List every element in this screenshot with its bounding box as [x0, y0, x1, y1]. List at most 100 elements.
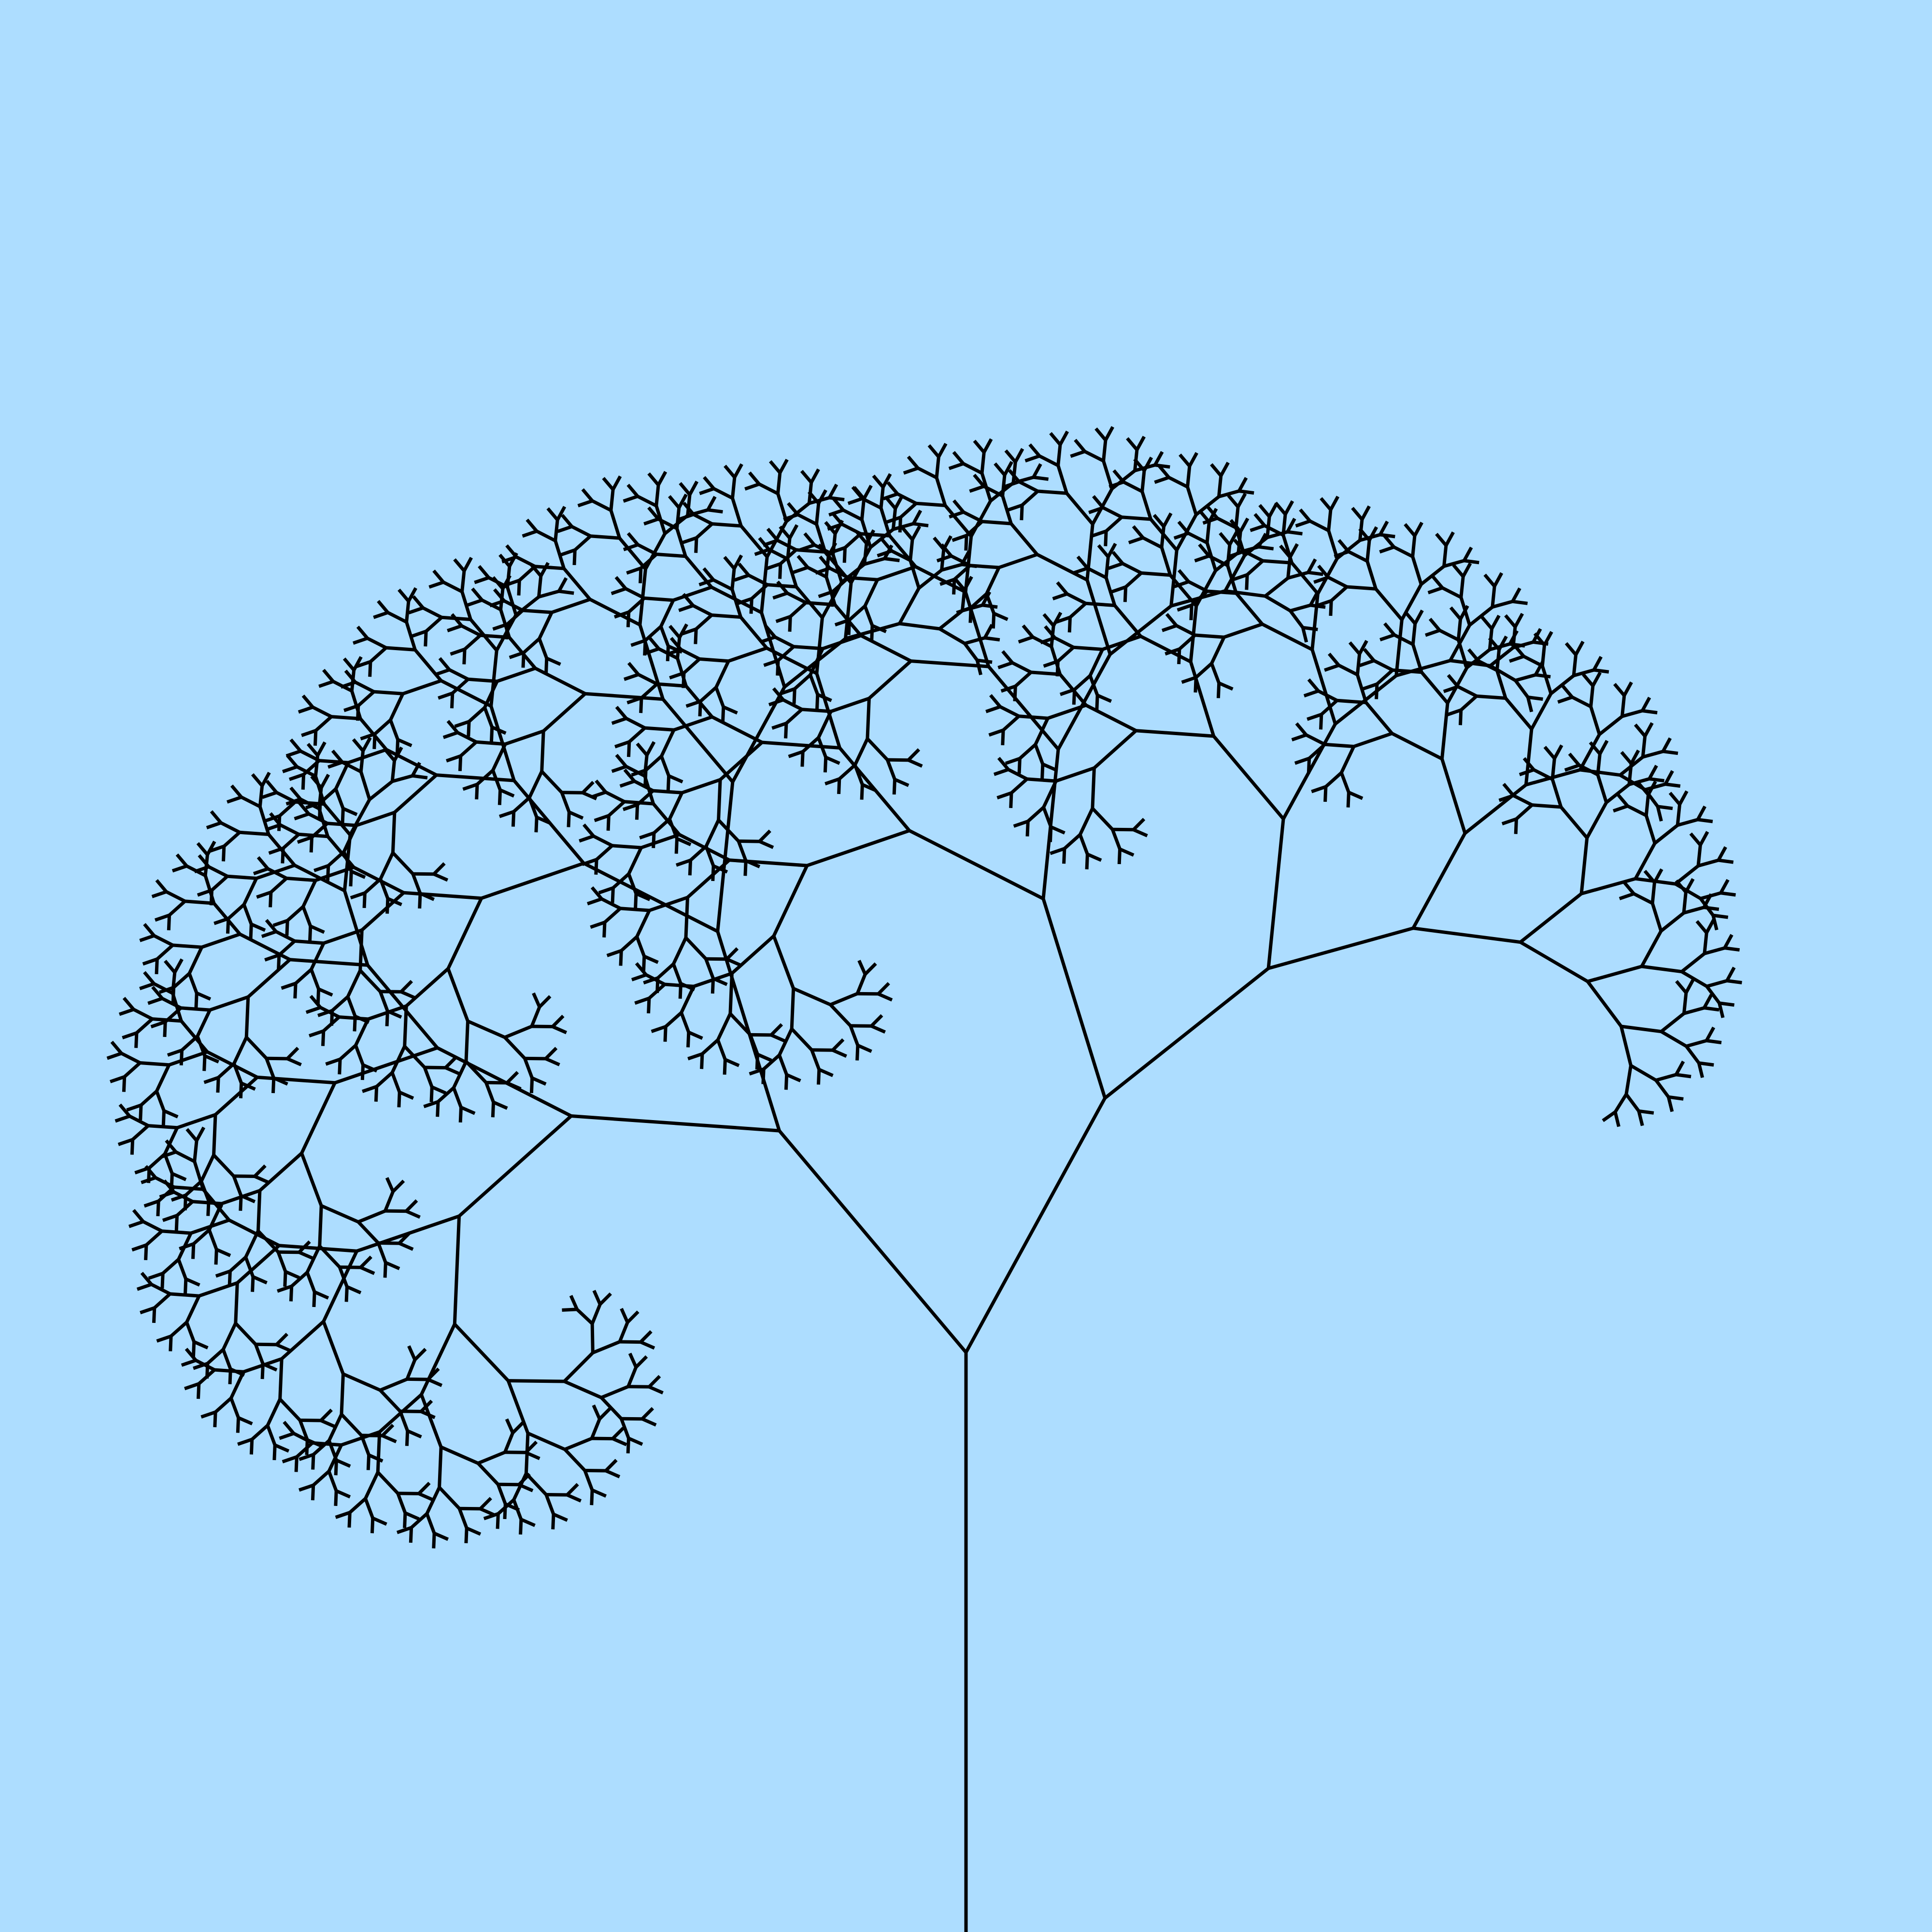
- branch-segment: [1056, 581, 1068, 595]
- branch-segment: [1718, 1002, 1725, 1018]
- branch-segment: [938, 627, 966, 645]
- branch-segment: [211, 875, 229, 892]
- branch-segment: [258, 785, 264, 807]
- branch-segment: [1286, 518, 1296, 533]
- branch-segment: [730, 568, 736, 590]
- branch-segment: [1512, 643, 1525, 658]
- branch-segment: [185, 1321, 196, 1343]
- branch-segment: [403, 1045, 426, 1069]
- branch-segment: [1237, 477, 1248, 492]
- branch-segment: [276, 1251, 287, 1273]
- branch-segment: [898, 587, 921, 625]
- branch-segment: [1181, 676, 1197, 684]
- branch-segment: [917, 467, 938, 480]
- branch-segment: [554, 540, 566, 569]
- branch-segment: [1533, 768, 1553, 781]
- branch-segment: [1427, 586, 1443, 595]
- branch-segment: [170, 1193, 186, 1202]
- branch-segment: [1535, 673, 1551, 679]
- branch-segment: [772, 591, 788, 600]
- branch-segment: [1055, 615, 1071, 624]
- branch-segment: [1404, 523, 1416, 537]
- branch-segment: [1634, 842, 1657, 880]
- branch-segment: [733, 463, 743, 478]
- branch-segment: [462, 782, 478, 791]
- branch-segment: [1624, 1065, 1633, 1095]
- branch-segment: [377, 600, 389, 614]
- branch-segment: [790, 988, 796, 1029]
- branch-segment: [892, 779, 896, 795]
- branch-segment: [1520, 940, 1589, 983]
- branch-segment: [1621, 709, 1643, 718]
- branch-segment: [1198, 509, 1211, 523]
- branch-segment: [1257, 533, 1267, 548]
- branch-segment: [434, 668, 450, 677]
- branch-segment: [1702, 893, 1713, 909]
- branch-segment: [1654, 1079, 1670, 1098]
- branch-segment: [423, 1066, 434, 1088]
- branch-segment: [734, 573, 750, 582]
- branch-segment: [1290, 562, 1320, 595]
- branch-segment: [163, 1109, 179, 1119]
- branch-segment: [538, 611, 554, 639]
- branch-segment: [780, 687, 796, 696]
- branch-segment: [420, 1410, 436, 1420]
- branch-segment: [244, 996, 250, 1037]
- branch-segment: [1004, 480, 1020, 488]
- branch-segment: [300, 1152, 323, 1207]
- branch-segment: [305, 1272, 316, 1293]
- branch-segment: [940, 543, 953, 557]
- branch-segment: [1070, 450, 1086, 458]
- branch-segment: [641, 1417, 657, 1427]
- branch-segment: [1589, 741, 1602, 755]
- branch-segment: [1353, 732, 1393, 748]
- branch-segment: [306, 1438, 322, 1448]
- branch-segment: [503, 1036, 526, 1060]
- branch-segment: [827, 523, 843, 531]
- branch-segment: [1042, 780, 1058, 808]
- branch-segment: [678, 623, 688, 639]
- branch-segment: [1246, 559, 1264, 576]
- branch-segment: [398, 1492, 419, 1495]
- branch-segment: [1379, 533, 1395, 539]
- branch-segment: [376, 1242, 387, 1264]
- branch-segment: [425, 616, 443, 633]
- branch-segment: [534, 667, 586, 696]
- branch-segment: [444, 1066, 460, 1076]
- branch-segment: [561, 514, 573, 528]
- branch-segment: [1226, 565, 1238, 594]
- branch-segment: [1136, 729, 1214, 738]
- branch-segment: [382, 1434, 397, 1444]
- branch-segment: [1219, 532, 1231, 546]
- branch-segment: [1011, 462, 1017, 483]
- branch-segment: [403, 891, 482, 900]
- branch-segment: [1630, 749, 1640, 765]
- branch-segment: [886, 481, 899, 495]
- branch-segment: [261, 930, 277, 938]
- branch-segment: [476, 740, 506, 746]
- branch-segment: [492, 623, 508, 631]
- branch-segment: [556, 506, 567, 521]
- branch-segment: [193, 1340, 209, 1350]
- branch-segment: [668, 625, 681, 639]
- branch-segment: [1135, 436, 1146, 451]
- branch-segment: [185, 1277, 200, 1287]
- branch-segment: [1328, 653, 1340, 667]
- branch-segment: [288, 773, 304, 781]
- branch-segment: [1348, 791, 1364, 800]
- branch-segment: [689, 845, 708, 862]
- branch-segment: [1316, 599, 1332, 608]
- branch-segment: [1524, 729, 1534, 785]
- branch-segment: [344, 1286, 349, 1302]
- branch-segment: [143, 923, 156, 937]
- branch-segment: [620, 907, 650, 912]
- branch-segment: [192, 1228, 211, 1245]
- branch-segment: [313, 1290, 329, 1300]
- branch-segment: [1073, 645, 1103, 651]
- branch-segment: [573, 535, 592, 552]
- branch-segment: [657, 682, 686, 688]
- branch-segment: [369, 646, 387, 663]
- branch-segment: [506, 1081, 522, 1091]
- branch-segment: [699, 487, 715, 496]
- branch-segment: [335, 1489, 351, 1499]
